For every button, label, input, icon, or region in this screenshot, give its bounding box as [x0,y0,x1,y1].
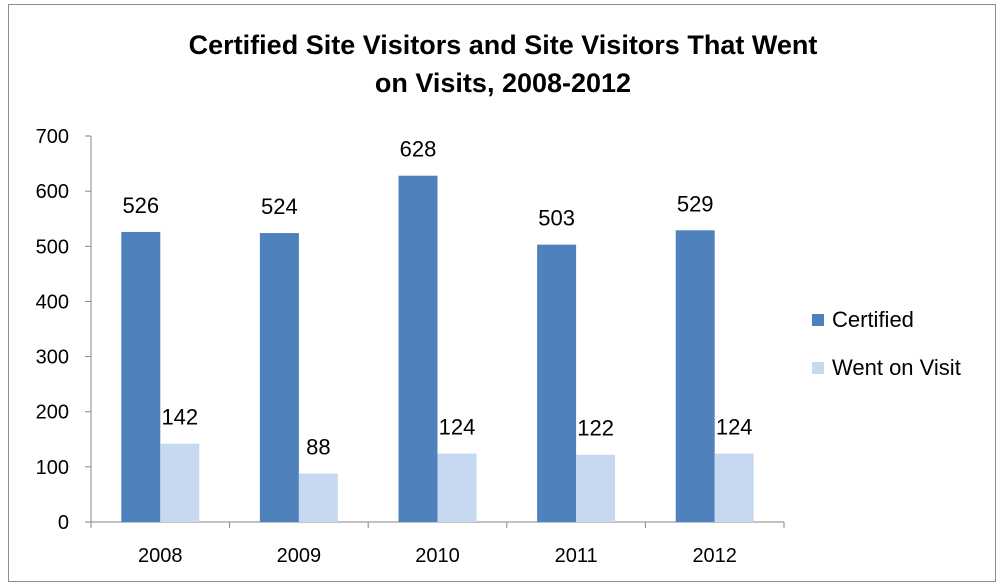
y-tick-label: 700 [36,126,69,148]
chart-title-line-1: Certified Site Visitors and Site Visitor… [188,30,818,60]
y-tick-label: 300 [36,347,69,369]
y-tick-label: 600 [36,181,69,203]
data-labels: 526 524 628 503 529 142 88 124 122 124 [122,137,752,460]
axes: 0 100 200 300 400 500 600 700 2008 2009 2010 2011 20… [36,126,785,567]
bar [259,233,299,522]
data-label: 88 [306,434,330,459]
chart-title: Certified Site Visitors and Site Visitor… [0,26,1006,102]
y-tick-label: 0 [58,512,69,534]
bar [537,244,577,523]
bar [437,453,477,522]
y-tick-label: 100 [36,457,69,479]
y-tick-label: 400 [36,291,69,313]
bar [714,453,754,522]
data-label: 122 [577,416,614,441]
data-label: 503 [538,206,575,231]
data-label: 628 [400,137,437,162]
legend: Certified Went on Visit [812,307,961,380]
bar [298,473,338,522]
legend-swatch [812,314,824,326]
data-label: 142 [161,405,198,430]
x-tick-label: 2010 [415,545,460,567]
bar [398,175,438,522]
data-label: 529 [677,191,714,216]
legend-label: Went on Visit [832,355,961,380]
chart-title-line-2: on Visits, 2008-2012 [374,68,632,98]
bar [160,443,200,522]
bar [121,231,161,522]
bar [675,230,715,522]
y-tick-label: 500 [36,236,69,258]
data-label: 124 [716,415,753,440]
x-tick-label: 2008 [138,545,183,567]
data-label: 526 [122,193,159,218]
bars [121,175,754,523]
bar [576,454,616,522]
x-tick-label: 2011 [555,545,598,567]
x-tick-label: 2012 [692,545,737,567]
data-label: 124 [439,415,476,440]
data-label: 524 [261,194,298,219]
y-tick-label: 200 [36,402,69,424]
legend-swatch [812,362,824,374]
x-tick-label: 2009 [277,545,322,567]
legend-label: Certified [832,307,914,332]
